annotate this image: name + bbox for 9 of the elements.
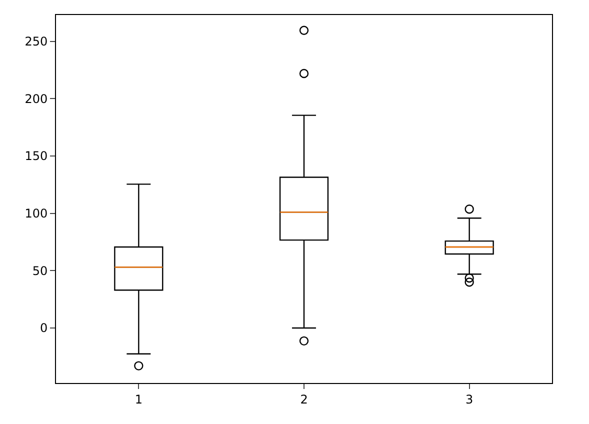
y-tick-label: 250 xyxy=(24,34,48,49)
y-tick-label: 200 xyxy=(24,92,48,106)
y-tick-label: 150 xyxy=(24,149,48,164)
y-tick-label: 50 xyxy=(32,264,48,278)
y-tick-label: 0 xyxy=(40,321,48,336)
x-tick-label: 2 xyxy=(300,392,308,406)
y-tick-label: 100 xyxy=(24,206,48,221)
x-tick-label: 1 xyxy=(134,392,142,406)
x-tick-label: 3 xyxy=(466,392,474,406)
